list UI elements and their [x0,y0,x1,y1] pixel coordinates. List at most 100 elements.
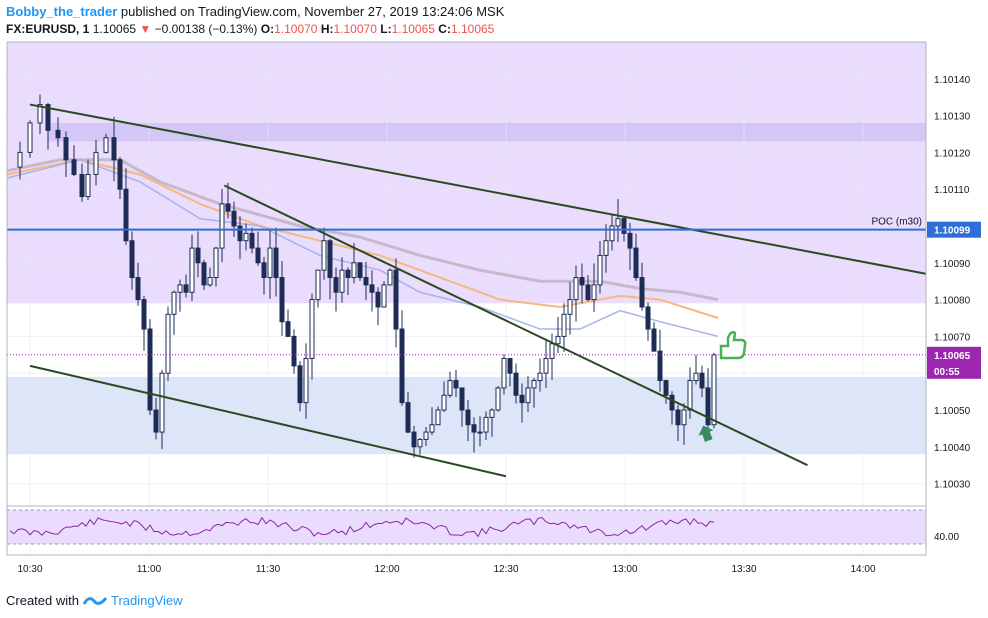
candle-body [645,306,651,330]
candle-body [225,203,231,212]
candle-body [435,409,441,426]
candle-body [627,232,633,249]
candle-body [441,394,447,411]
candle-body [207,277,213,286]
candle-body [501,357,507,389]
candle-body [303,357,309,404]
time-tick: 10:30 [17,564,42,575]
symbol-name[interactable]: FX:EURUSD, 1 [6,22,90,36]
price-change: −0.00138 (−0.13%) [154,22,258,36]
plot-border [6,41,927,556]
open-label: O: [260,22,275,36]
candle-body [261,262,267,279]
trendline-2 [223,184,808,467]
candle-body [651,328,657,352]
candle-body [147,328,153,411]
candle-body [465,409,471,426]
candle-body [129,240,135,279]
author-link[interactable]: Bobby_the_trader [6,4,118,19]
candle-body [705,387,711,426]
candle-body [711,354,717,426]
candle-body [633,247,639,279]
candle-body [621,218,627,234]
candle-body [495,387,501,411]
candle-body [387,269,393,286]
trendline-1 [29,103,927,275]
candle-body [93,151,99,175]
candle-body [71,159,77,175]
candle-body [393,269,399,330]
candle-body [177,284,183,293]
candle-body [669,394,675,411]
candle-body [315,269,321,301]
tradingview-link[interactable]: TradingView [110,593,183,608]
rsi-tick: 40.00 [934,532,959,543]
price-tick: 1.10080 [934,296,971,307]
time-tick: 11:30 [256,564,281,575]
candle-body [513,372,519,396]
candle-body [603,240,609,256]
candle-body [243,232,249,242]
candle-body [489,409,495,418]
candle-body [141,299,147,330]
candle-body [231,210,237,227]
footer: Created with TradingView [6,593,183,608]
candle-body [339,269,345,293]
candle-body [357,262,363,279]
candle-body [363,277,369,286]
price-tick: 1.10030 [934,480,971,491]
candle-body [399,328,405,404]
candle-body [459,387,465,411]
candle-body [423,431,429,440]
zone-upper [7,42,926,304]
candle-body [507,357,513,374]
poc-price-label: 1.10099 [934,226,971,237]
candle-body [165,313,171,374]
thumbs-up-icon [719,330,747,360]
ma-blue-line [6,158,719,338]
symbol-line: FX:EURUSD, 1 1.10065 ▼ −0.00138 (−0.13%)… [6,22,494,36]
candle-body [195,247,201,264]
time-tick: 14:00 [850,564,875,575]
rsi-line [9,516,715,538]
candle-body [477,431,483,434]
candle-body [279,277,285,323]
candle-body [255,247,261,264]
open-value: 1.10070 [274,22,318,36]
candle-body [531,380,537,389]
candle-body [699,372,705,389]
time-tick: 12:30 [493,564,518,575]
last-price-box [927,346,981,379]
candle-body [159,372,165,433]
candle-body [213,247,219,279]
high-value: 1.10070 [333,22,377,36]
close-label: C: [438,22,451,36]
trendline-3 [29,364,507,478]
candle-body [471,424,477,433]
candle-body [267,247,273,279]
candle-body [17,151,23,168]
candle-body [273,247,279,279]
candle-body [693,372,699,382]
last-price-label: 1.10065 [934,351,971,362]
candle-body [375,291,381,308]
price-tick: 1.10110 [934,185,970,196]
ma-grey-line [6,158,719,302]
candle-body [309,299,315,359]
candle-body [333,277,339,293]
candle-body [525,387,531,404]
candle-body [111,137,117,161]
candle-body [327,240,333,279]
candle-body [555,335,561,345]
candle-body [381,284,387,308]
candle-body [453,380,459,389]
price-tick: 1.10140 [934,75,971,86]
high-label: H: [320,22,334,36]
candle-body [153,409,159,433]
rsi-band [7,510,926,544]
candle-body [615,218,621,227]
candle-body [609,225,615,242]
candle-body [55,129,61,139]
candle-body [447,380,453,396]
